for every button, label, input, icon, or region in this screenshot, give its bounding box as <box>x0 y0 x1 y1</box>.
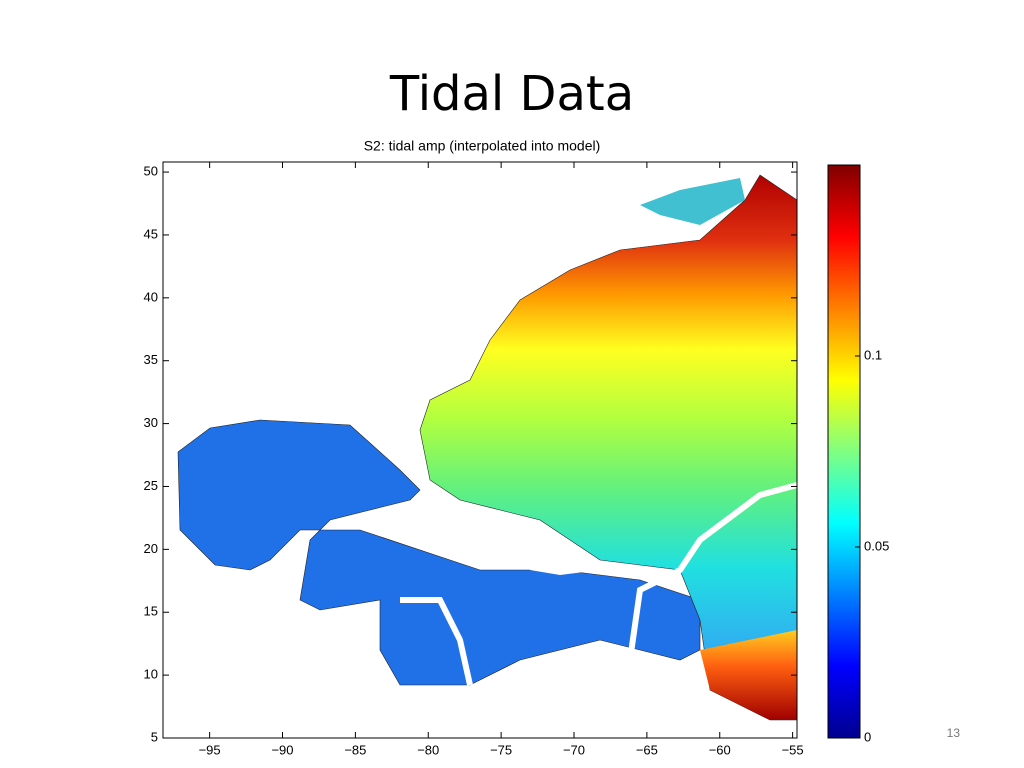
coastline <box>400 597 473 686</box>
y-tick-label: 45 <box>144 226 158 241</box>
y-tick-label: 50 <box>144 163 158 178</box>
island <box>520 555 600 575</box>
x-tick-label: −55 <box>782 742 804 757</box>
x-tick-label: −95 <box>199 742 221 757</box>
y-tick-label: 5 <box>151 729 158 744</box>
colorbar-tick-label: 0.05 <box>864 538 889 553</box>
y-tick-label: 10 <box>144 667 158 682</box>
y-tick-label: 40 <box>144 289 158 304</box>
map <box>177 174 798 721</box>
slide-title: Tidal Data <box>389 66 634 122</box>
x-tick-label: −75 <box>490 742 512 757</box>
x-tick-label: −60 <box>709 742 731 757</box>
colorbar-tick-label: 0.1 <box>864 347 882 362</box>
y-tick-label: 15 <box>144 604 158 619</box>
south-east <box>700 630 797 720</box>
y-tick-label: 25 <box>144 478 158 493</box>
y-tick-label: 20 <box>144 541 158 556</box>
x-tick-label: −90 <box>271 742 293 757</box>
gulf-of-st-lawrence <box>640 178 745 225</box>
plot-title: S2: tidal amp (interpolated into model) <box>364 138 601 154</box>
x-tick-label: −80 <box>417 742 439 757</box>
x-tick-label: −85 <box>344 742 366 757</box>
island <box>370 505 510 545</box>
colorbar-tick-label: 0 <box>864 729 871 744</box>
colorbar <box>827 164 861 739</box>
gulf-caribbean <box>177 419 701 686</box>
page-number: 13 <box>947 726 961 740</box>
x-tick-label: −70 <box>563 742 585 757</box>
plot-frame <box>162 161 798 739</box>
x-tick-label: −65 <box>636 742 658 757</box>
y-tick-label: 30 <box>144 415 158 430</box>
y-tick-label: 35 <box>144 352 158 367</box>
coastline <box>627 482 798 661</box>
